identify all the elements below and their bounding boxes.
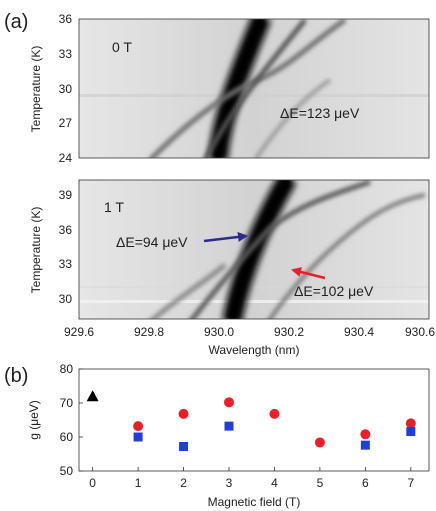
scatter-marks — [86, 390, 416, 452]
heatmap-1T — [78, 179, 430, 320]
ytick-label: 80 — [60, 362, 74, 376]
ytick-label: 50 — [60, 464, 74, 478]
data-point-square — [133, 432, 143, 442]
xtick-label: 7 — [407, 476, 414, 490]
data-point-square — [179, 442, 189, 452]
ytick-label: 27 — [59, 116, 73, 130]
data-point-square — [224, 421, 234, 431]
xtick-label: 4 — [271, 476, 278, 490]
panel-letter-b: (b) — [4, 365, 28, 387]
scatter-yaxis: 50 60 70 80 — [60, 362, 83, 478]
data-point-triangle — [86, 390, 99, 402]
arrow-red — [291, 267, 326, 280]
xtick-label: 930.2 — [274, 325, 304, 339]
data-point-circle — [269, 408, 280, 419]
arrow-blue — [203, 231, 248, 243]
xtick-label: 2 — [180, 476, 187, 490]
scatter-plot: 50 60 70 80 0 1 2 3 4 5 6 7 — [60, 362, 430, 490]
ylabel-0T: Temperature (K) — [29, 46, 43, 133]
xtick-label: 1 — [135, 476, 142, 490]
xtick-label: 929.8 — [134, 325, 164, 339]
xlabel-wavelength: Wavelength (nm) — [209, 343, 300, 357]
xtick-label: 930.0 — [204, 325, 234, 339]
field-label-0T: 0 T — [112, 39, 132, 55]
ytick-label: 33 — [59, 47, 73, 61]
scatter-xaxis: 0 1 2 3 4 5 6 7 — [89, 467, 414, 490]
xtick-label: 5 — [317, 476, 324, 490]
ytick-label: 36 — [59, 223, 73, 237]
xaxis-wavelength: 929.6 929.8 930.0 930.2 930.4 930.6 — [64, 325, 435, 339]
heatmap-0T — [78, 18, 430, 159]
xtick-label: 6 — [362, 476, 369, 490]
ylabel-g: g (μeV) — [27, 400, 41, 440]
xtick-label: 930.4 — [344, 325, 374, 339]
scatter-frame — [78, 368, 430, 472]
ytick-label: 60 — [60, 430, 74, 444]
ytick-label: 33 — [59, 257, 73, 271]
ytick-label: 39 — [59, 188, 73, 202]
annotation-deltaE-102: ΔE=102 μeV — [294, 283, 374, 299]
ytick-label: 24 — [59, 151, 73, 165]
data-point-square — [360, 440, 370, 450]
data-point-circle — [224, 397, 234, 408]
data-point-circle — [405, 418, 416, 429]
data-point-circle — [360, 429, 371, 440]
xtick-label: 929.6 — [64, 325, 94, 339]
xtick-label: 930.6 — [405, 325, 435, 339]
panel-letter-a: (a) — [4, 11, 28, 33]
data-point-square — [406, 427, 416, 437]
yaxis-1T: 30 33 36 39 — [59, 188, 73, 306]
ytick-label: 36 — [59, 12, 73, 26]
ylabel-1T: Temperature (K) — [29, 207, 43, 294]
yaxis-0T: 24 27 30 33 36 — [59, 12, 73, 165]
xlabel-field: Magnetic field (T) — [208, 495, 301, 509]
data-point-circle — [133, 421, 144, 432]
xtick-label: 3 — [226, 476, 233, 490]
data-point-circle — [314, 437, 325, 448]
ytick-label: 70 — [60, 396, 74, 410]
annotation-deltaE-123: ΔE=123 μeV — [280, 105, 360, 121]
data-point-circle — [178, 408, 189, 419]
annotation-deltaE-94: ΔE=94 μeV — [116, 234, 188, 250]
xtick-label: 0 — [89, 476, 96, 490]
ytick-label: 30 — [59, 292, 73, 306]
ytick-label: 30 — [59, 82, 73, 96]
field-label-1T: 1 T — [104, 199, 124, 215]
